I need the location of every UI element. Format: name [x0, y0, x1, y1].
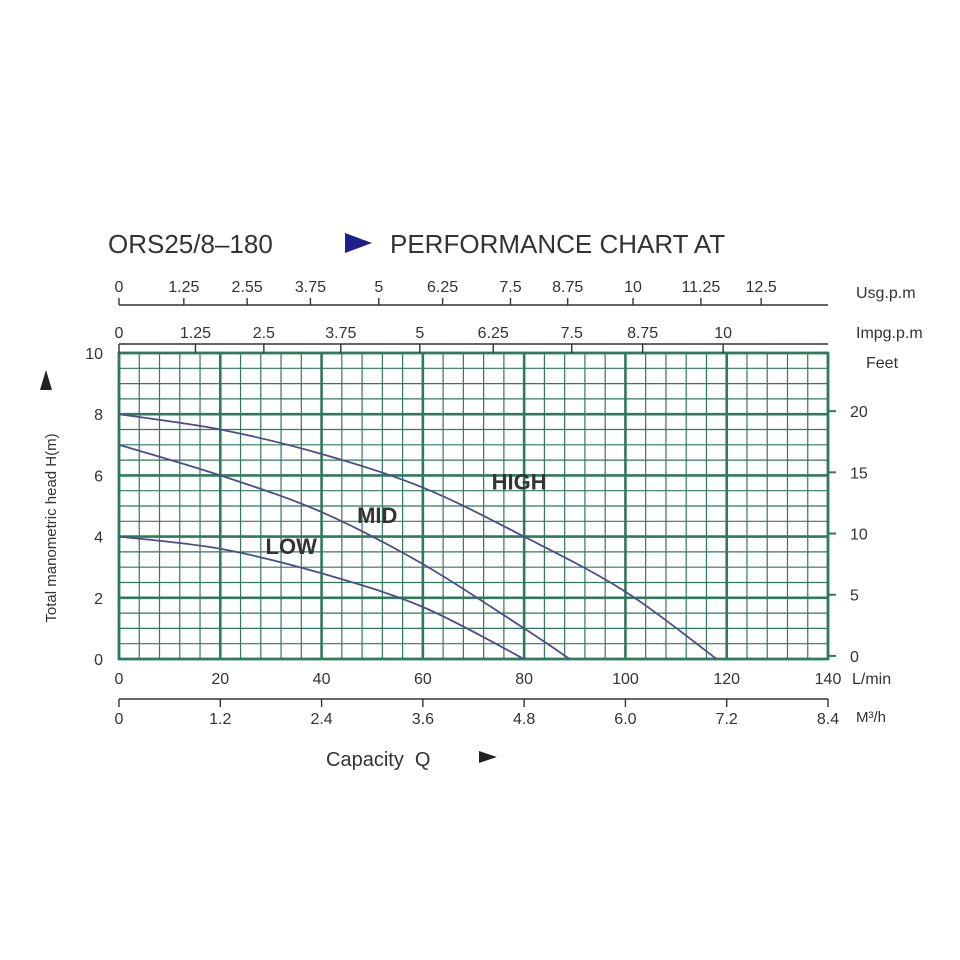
- x-tick-label: 60: [414, 671, 432, 688]
- feet-tick-label: 20: [850, 404, 868, 421]
- usgpm-unit-label: Usg.p.m: [856, 285, 916, 302]
- y-tick-label: 0: [94, 652, 103, 669]
- x-axis-arrow-icon: [479, 751, 497, 763]
- m3h-tick-label: 0: [115, 711, 124, 728]
- y-tick-label: 8: [94, 407, 103, 424]
- title-arrow-icon: [345, 233, 372, 253]
- m3h-tick-label: 7.2: [716, 711, 738, 728]
- y-tick-label: 4: [94, 530, 103, 547]
- feet-tick-label: 10: [850, 527, 868, 544]
- feet-tick-label: 5: [850, 588, 859, 605]
- curve-label-mid: MID: [357, 503, 397, 528]
- x-tick-label: 100: [612, 671, 639, 688]
- usgpm-tick-label: 2.55: [232, 279, 263, 296]
- impgpm-tick-label: 2.5: [253, 325, 275, 342]
- m3h-tick-label: 3.6: [412, 711, 434, 728]
- y-axis-arrow-icon: [40, 370, 52, 390]
- y-axis-label: Total manometric head H(m): [43, 433, 60, 622]
- usgpm-tick-label: 3.75: [295, 279, 326, 296]
- plot-frame: [117, 351, 830, 661]
- y-tick-label: 10: [85, 346, 103, 363]
- usgpm-tick-label: 10: [624, 279, 642, 296]
- y-tick-label: 6: [94, 468, 103, 485]
- curve-label-high: HIGH: [492, 470, 547, 495]
- usgpm-tick-label: 1.25: [168, 279, 199, 296]
- impgpm-tick-label: 1.25: [180, 325, 211, 342]
- impgpm-tick-label: 0: [115, 325, 124, 342]
- impgpm-tick-label: 3.75: [325, 325, 356, 342]
- m3h-tick-label: 1.2: [209, 711, 231, 728]
- grid-minor-lines: [118, 352, 829, 660]
- m3h-unit-label: M³/h: [856, 709, 886, 726]
- x-tick-label: 80: [515, 671, 533, 688]
- x-tick-label: 20: [211, 671, 229, 688]
- plot-border: [117, 351, 830, 661]
- usgpm-tick-label: 6.25: [427, 279, 458, 296]
- feet-unit-label: Feet: [866, 355, 899, 372]
- impgpm-tick-label: 10: [714, 325, 732, 342]
- curve-mid: [118, 443, 571, 660]
- x-axis-label: Capacity Q: [326, 749, 430, 771]
- m3h-tick-label: 8.4: [817, 711, 839, 728]
- pump-curves: [118, 413, 718, 660]
- m3h-tick-label: 6.0: [614, 711, 636, 728]
- chart-title: ORS25/8–180: [108, 229, 273, 259]
- y-tick-label: 2: [94, 591, 103, 608]
- m3h-tick-label: 2.4: [310, 711, 332, 728]
- m3h-tick-label: 4.8: [513, 711, 535, 728]
- usgpm-tick-label: 5: [374, 279, 383, 296]
- impgpm-tick-label: 6.25: [478, 325, 509, 342]
- usgpm-tick-label: 7.5: [499, 279, 521, 296]
- impgpm-unit-label: Impg.p.m: [856, 325, 923, 342]
- feet-tick-label: 0: [850, 649, 859, 666]
- impgpm-tick-label: 7.5: [561, 325, 583, 342]
- impgpm-tick-label: 8.75: [627, 325, 658, 342]
- x-tick-label: 120: [713, 671, 740, 688]
- x-tick-label: 0: [115, 671, 124, 688]
- chart-subtitle: PERFORMANCE CHART AT: [390, 229, 725, 259]
- feet-tick-label: 15: [850, 465, 868, 482]
- usgpm-tick-label: 11.25: [681, 279, 720, 296]
- x-tick-label: 140: [815, 671, 842, 688]
- curve-low: [118, 535, 525, 660]
- x-tick-label: 40: [313, 671, 331, 688]
- impgpm-tick-label: 5: [415, 325, 424, 342]
- curve-high: [118, 413, 718, 660]
- curve-labels: HIGH MID LOW: [266, 470, 547, 559]
- usgpm-tick-label: 0: [115, 279, 124, 296]
- usgpm-tick-label: 12.5: [746, 279, 777, 296]
- curve-label-low: LOW: [266, 534, 318, 559]
- x-unit-label: L/min: [852, 671, 891, 688]
- usgpm-tick-label: 8.75: [552, 279, 583, 296]
